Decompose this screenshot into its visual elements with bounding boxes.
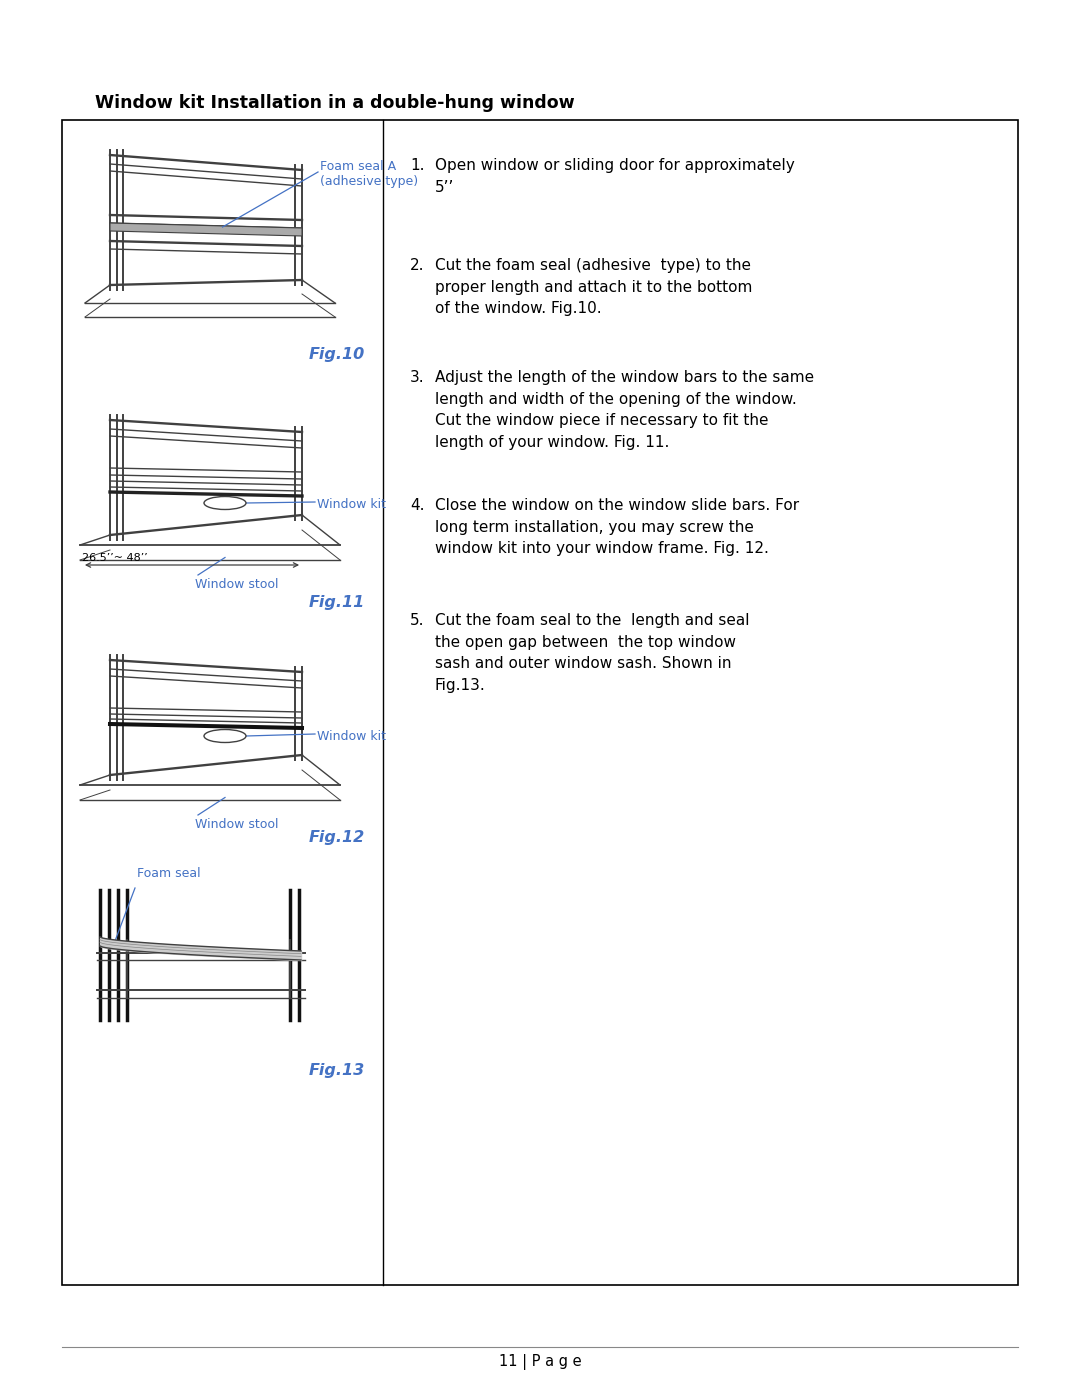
Text: Window kit: Window kit (318, 731, 386, 743)
Text: Foam seal: Foam seal (137, 868, 201, 880)
Text: Window kit: Window kit (318, 497, 386, 511)
Text: Fig.12: Fig.12 (309, 830, 365, 845)
Text: Fig.11: Fig.11 (309, 595, 365, 610)
Text: 4.: 4. (410, 497, 424, 513)
Text: 1.: 1. (410, 158, 424, 173)
Text: 11 | P a g e: 11 | P a g e (499, 1354, 581, 1370)
Ellipse shape (204, 729, 246, 742)
Bar (62, 120, 1018, 1285)
Text: Window stool: Window stool (195, 819, 279, 831)
Text: 26.5’’~ 48’’: 26.5’’~ 48’’ (82, 553, 148, 563)
Text: Cut the foam seal to the  length and seal
the open gap between  the top window
s: Cut the foam seal to the length and seal… (435, 613, 750, 693)
Text: Open window or sliding door for approximately
5’’: Open window or sliding door for approxim… (435, 158, 795, 194)
Text: 2.: 2. (410, 258, 424, 272)
Polygon shape (110, 224, 302, 236)
Text: Window kit Installation in a double-hung window: Window kit Installation in a double-hung… (95, 94, 575, 112)
Text: Window stool: Window stool (195, 578, 279, 591)
Text: 3.: 3. (410, 370, 424, 386)
Text: Fig.13: Fig.13 (309, 1063, 365, 1078)
Text: Fig.10: Fig.10 (309, 346, 365, 362)
Text: Adjust the length of the window bars to the same
length and width of the opening: Adjust the length of the window bars to … (435, 370, 814, 450)
Text: 5.: 5. (410, 613, 424, 629)
Ellipse shape (204, 496, 246, 510)
Text: Foam seal A
(adhesive type): Foam seal A (adhesive type) (320, 161, 418, 189)
Text: Close the window on the window slide bars. For
long term installation, you may s: Close the window on the window slide bar… (435, 497, 799, 556)
Text: Cut the foam seal (adhesive  type) to the
proper length and attach it to the bot: Cut the foam seal (adhesive type) to the… (435, 258, 753, 316)
